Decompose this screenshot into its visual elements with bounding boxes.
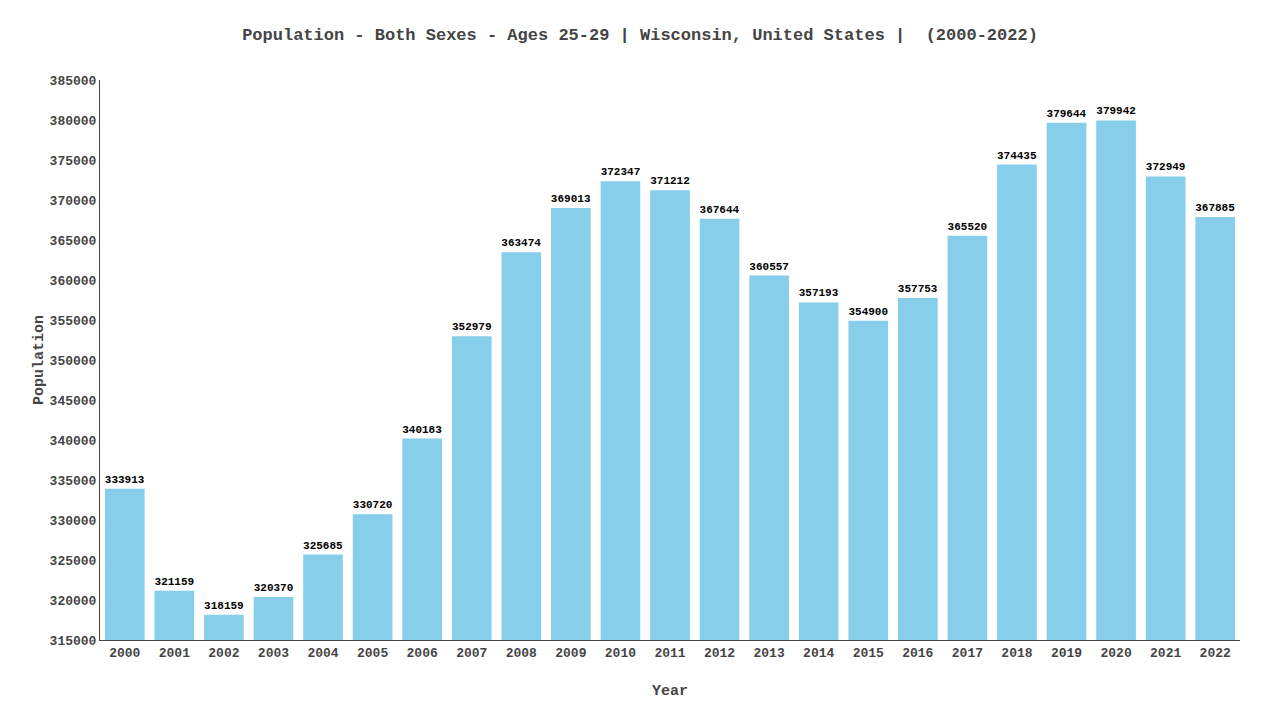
svg-text:2008: 2008: [506, 646, 537, 661]
svg-text:345000: 345000: [50, 394, 97, 409]
svg-text:371212: 371212: [650, 175, 690, 187]
svg-text:325685: 325685: [303, 540, 343, 552]
svg-text:370000: 370000: [50, 194, 97, 209]
svg-text:330000: 330000: [50, 514, 97, 529]
svg-text:Population - Both Sexes - Ages: Population - Both Sexes - Ages 25-29 | W…: [242, 26, 1038, 45]
svg-text:320000: 320000: [50, 594, 97, 609]
svg-text:2000: 2000: [109, 646, 140, 661]
svg-text:375000: 375000: [50, 154, 97, 169]
svg-text:367885: 367885: [1195, 202, 1235, 214]
svg-text:Population: Population: [31, 315, 48, 405]
svg-text:333913: 333913: [105, 474, 145, 486]
svg-text:318159: 318159: [204, 600, 244, 612]
svg-text:355000: 355000: [50, 314, 97, 329]
svg-text:352979: 352979: [452, 321, 492, 333]
svg-text:2016: 2016: [902, 646, 933, 661]
svg-text:2005: 2005: [357, 646, 388, 661]
svg-text:2001: 2001: [159, 646, 190, 661]
svg-text:320370: 320370: [254, 582, 294, 594]
svg-text:379942: 379942: [1096, 105, 1136, 117]
svg-text:2021: 2021: [1150, 646, 1181, 661]
svg-text:2017: 2017: [952, 646, 983, 661]
svg-text:2007: 2007: [456, 646, 487, 661]
svg-text:2022: 2022: [1200, 646, 1231, 661]
svg-text:2015: 2015: [853, 646, 884, 661]
svg-text:360557: 360557: [749, 261, 789, 273]
svg-text:Year: Year: [652, 683, 688, 700]
svg-text:2006: 2006: [407, 646, 438, 661]
svg-text:340000: 340000: [50, 434, 97, 449]
svg-text:357193: 357193: [799, 287, 839, 299]
svg-text:372949: 372949: [1146, 161, 1186, 173]
svg-text:372347: 372347: [601, 166, 641, 178]
svg-text:379644: 379644: [1047, 108, 1087, 120]
svg-text:2002: 2002: [208, 646, 239, 661]
svg-text:2011: 2011: [654, 646, 685, 661]
svg-text:380000: 380000: [50, 114, 97, 129]
svg-text:365000: 365000: [50, 234, 97, 249]
svg-text:385000: 385000: [50, 74, 97, 89]
svg-text:354900: 354900: [848, 306, 888, 318]
svg-text:2013: 2013: [754, 646, 785, 661]
svg-text:367644: 367644: [700, 204, 740, 216]
svg-text:325000: 325000: [50, 554, 97, 569]
svg-text:350000: 350000: [50, 354, 97, 369]
svg-text:2004: 2004: [307, 646, 338, 661]
svg-text:357753: 357753: [898, 283, 938, 295]
svg-text:315000: 315000: [50, 634, 97, 649]
svg-text:335000: 335000: [50, 474, 97, 489]
svg-text:2014: 2014: [803, 646, 834, 661]
svg-text:321159: 321159: [155, 576, 195, 588]
svg-text:2009: 2009: [555, 646, 586, 661]
svg-text:2010: 2010: [605, 646, 636, 661]
svg-text:2018: 2018: [1001, 646, 1032, 661]
svg-text:374435: 374435: [997, 150, 1037, 162]
svg-text:2012: 2012: [704, 646, 735, 661]
svg-text:330720: 330720: [353, 499, 393, 511]
svg-text:369013: 369013: [551, 193, 591, 205]
svg-text:2019: 2019: [1051, 646, 1082, 661]
svg-text:360000: 360000: [50, 274, 97, 289]
svg-text:363474: 363474: [501, 237, 541, 249]
svg-text:2020: 2020: [1100, 646, 1131, 661]
svg-text:340183: 340183: [402, 424, 442, 436]
svg-text:365520: 365520: [948, 221, 988, 233]
svg-text:2003: 2003: [258, 646, 289, 661]
